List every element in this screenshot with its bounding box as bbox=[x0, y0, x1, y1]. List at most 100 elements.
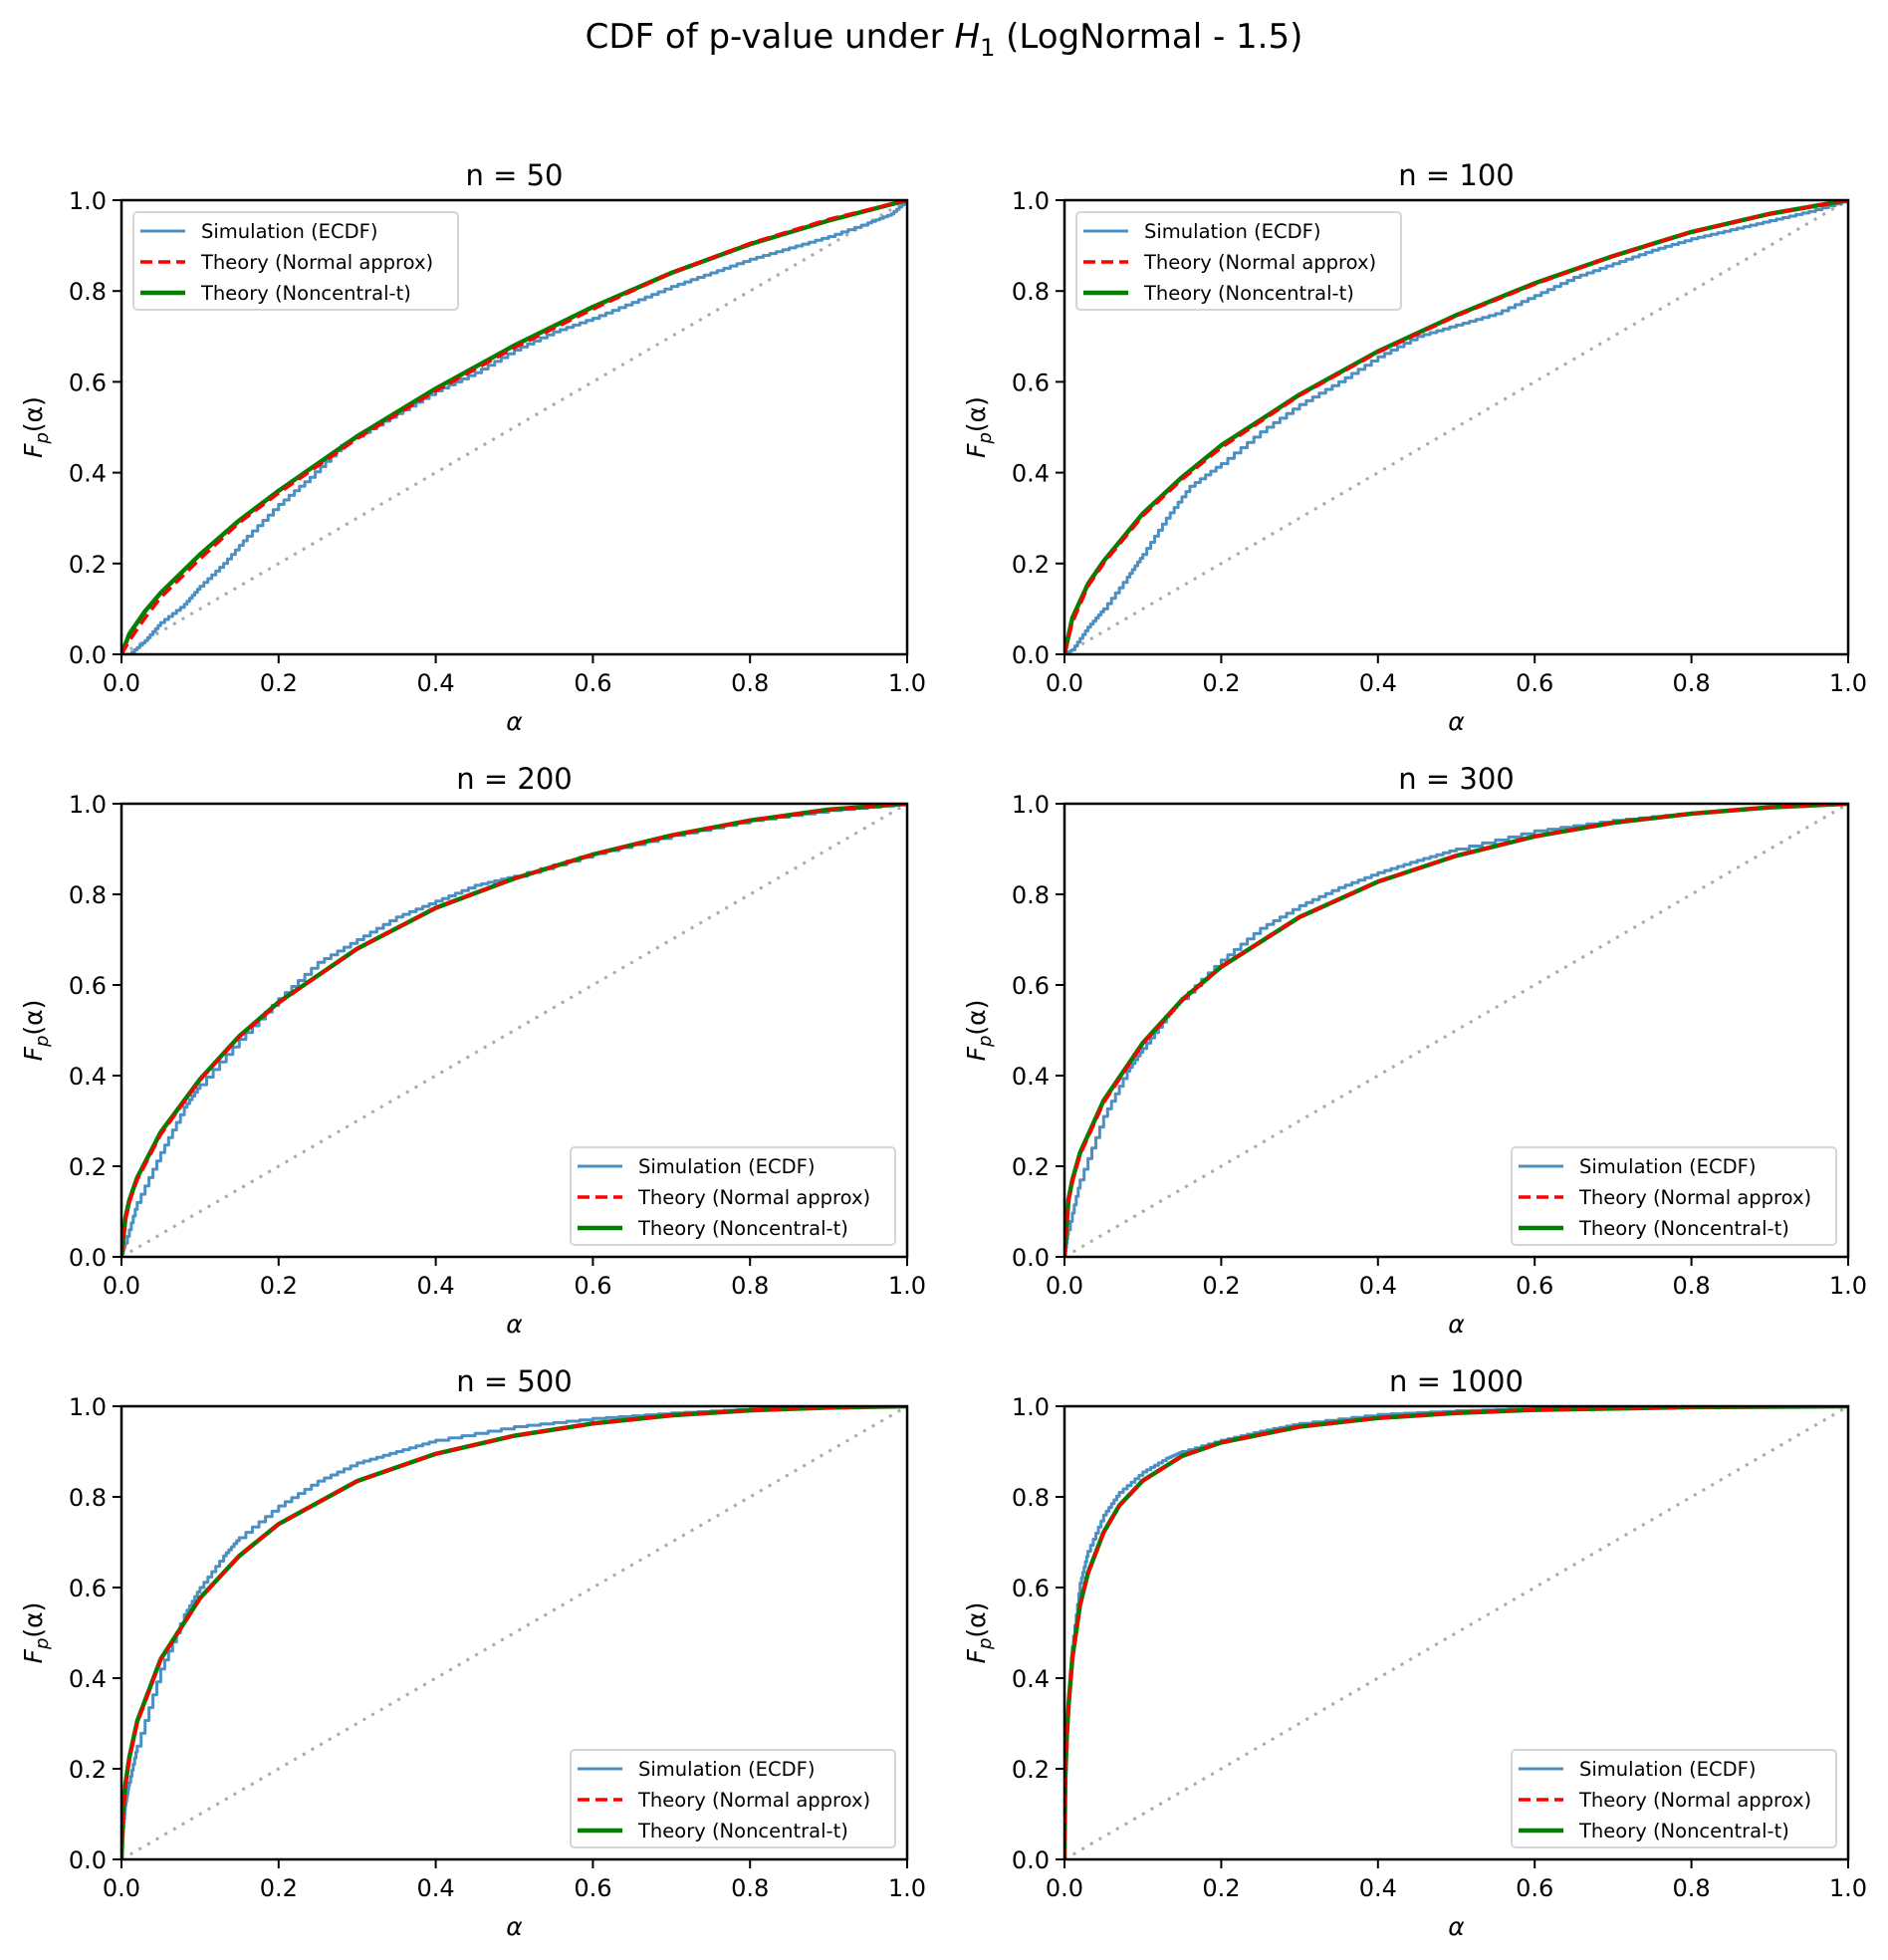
figure-title-subscript: 1 bbox=[980, 34, 995, 62]
y-tick-label: 1.0 bbox=[69, 791, 107, 819]
legend-label: Simulation (ECDF) bbox=[638, 1758, 815, 1781]
axes-frame bbox=[1062, 802, 1850, 1259]
y-tick-label: 0.4 bbox=[1012, 1665, 1050, 1693]
y-tick-label: 0.6 bbox=[69, 1575, 107, 1602]
legend-box bbox=[1511, 1146, 1837, 1246]
x-tick-label: 0.4 bbox=[417, 1272, 455, 1300]
y-tick-label: 0.2 bbox=[1012, 1153, 1050, 1181]
legend-box bbox=[570, 1146, 896, 1246]
legend-label: Simulation (ECDF) bbox=[1579, 1155, 1756, 1178]
legend-label: Theory (Noncentral-t) bbox=[1143, 282, 1354, 305]
legend: Simulation (ECDF) Theory (Normal approx) T… bbox=[132, 211, 459, 311]
y-tick-label: 0.6 bbox=[1012, 972, 1050, 1000]
axes-frame bbox=[119, 802, 909, 1259]
legend: Simulation (ECDF) Theory (Normal approx) T… bbox=[570, 1749, 896, 1848]
y-axis-label-subscript: p bbox=[32, 1036, 53, 1048]
x-axis-label: α bbox=[1448, 707, 1465, 736]
legend-label: Theory (Normal approx) bbox=[1578, 1186, 1811, 1209]
y-tick-label: 0.2 bbox=[69, 1756, 107, 1784]
normal-approx-line bbox=[121, 1406, 907, 1859]
x-tick-label: 1.0 bbox=[888, 669, 926, 697]
subplot-4: 0.0 0.2 0.4 0.6 0.8 1.0 0.0 0.2 0.4 0.6 0.8 1.0 n = … bbox=[962, 762, 1867, 1339]
y-tick-label: 0.6 bbox=[69, 368, 107, 396]
legend-label: Theory (Noncentral-t) bbox=[637, 1820, 848, 1842]
legend-label: Theory (Noncentral-t) bbox=[200, 282, 411, 305]
x-axis-label: α bbox=[506, 707, 523, 736]
subplot-6: 0.0 0.2 0.4 0.6 0.8 1.0 0.0 0.2 0.4 0.6 0.8 1.0 n = … bbox=[962, 1364, 1867, 1941]
x-tick-label: 1.0 bbox=[888, 1874, 926, 1902]
x-axis-label: α bbox=[1448, 1912, 1465, 1941]
subplot-title: n = 200 bbox=[456, 762, 572, 796]
simulation-line bbox=[121, 200, 907, 654]
normal-approx-line bbox=[1064, 804, 1848, 1257]
y-axis-label-rest: (α) bbox=[19, 1000, 48, 1036]
y-tick-label: 0.6 bbox=[1012, 1575, 1050, 1602]
x-tick-label: 0.6 bbox=[1516, 669, 1553, 697]
y-axis-label: Fp(α) bbox=[19, 396, 53, 458]
y-tick-label: 0.4 bbox=[69, 1063, 107, 1091]
x-tick-label: 0.8 bbox=[731, 1874, 769, 1902]
series-group bbox=[1064, 1406, 1848, 1859]
legend-box bbox=[132, 211, 459, 311]
legend-label: Theory (Noncentral-t) bbox=[1578, 1820, 1789, 1842]
legend-label: Simulation (ECDF) bbox=[1144, 220, 1320, 243]
reference-diagonal-line bbox=[121, 1406, 907, 1859]
figure-title-math: H bbox=[954, 17, 980, 57]
y-tick-label: 0.6 bbox=[69, 972, 107, 1000]
x-tick-label: 0.6 bbox=[1516, 1272, 1553, 1300]
series-group bbox=[121, 804, 907, 1257]
legend: Simulation (ECDF) Theory (Normal approx) T… bbox=[1511, 1749, 1837, 1848]
y-tick-label: 1.0 bbox=[69, 187, 107, 215]
y-tick-label: 0.8 bbox=[69, 1484, 107, 1512]
y-tick-label: 0.2 bbox=[1012, 551, 1050, 579]
y-tick-label: 1.0 bbox=[1012, 791, 1050, 819]
y-axis-label-rest: (α) bbox=[962, 1602, 991, 1638]
y-tick-label: 0.6 bbox=[1012, 368, 1050, 396]
y-tick-label: 0.2 bbox=[69, 1153, 107, 1181]
normal-approx-line bbox=[121, 804, 907, 1257]
y-axis-label-rest: (α) bbox=[19, 1602, 48, 1638]
x-tick-label: 0.0 bbox=[103, 669, 140, 697]
y-tick-label: 0.4 bbox=[1012, 1063, 1050, 1091]
normal-approx-line bbox=[1064, 1406, 1848, 1859]
reference-diagonal-line bbox=[121, 200, 907, 654]
y-tick-label: 0.0 bbox=[69, 1846, 107, 1874]
reference-diagonal-line bbox=[121, 804, 907, 1257]
axes-frame bbox=[119, 198, 909, 656]
x-tick-label: 0.6 bbox=[574, 1874, 611, 1902]
y-axis-label-subscript: p bbox=[32, 1638, 53, 1650]
series-group bbox=[1064, 200, 1848, 654]
y-axis-label-rest: (α) bbox=[962, 396, 991, 432]
x-tick-label: 0.2 bbox=[260, 1874, 298, 1902]
y-axis-label: Fp(α) bbox=[962, 1602, 996, 1664]
y-tick-label: 1.0 bbox=[69, 1393, 107, 1421]
x-tick-label: 0.0 bbox=[1046, 669, 1083, 697]
y-tick-label: 0.2 bbox=[69, 551, 107, 579]
x-tick-label: 1.0 bbox=[1829, 1272, 1867, 1300]
legend-label: Theory (Normal approx) bbox=[637, 1186, 870, 1209]
legend-label: Simulation (ECDF) bbox=[638, 1155, 815, 1178]
y-axis-label-rest: (α) bbox=[962, 1000, 991, 1036]
x-tick-label: 0.0 bbox=[1046, 1272, 1083, 1300]
subplot-title: n = 500 bbox=[456, 1364, 572, 1398]
y-axis-label-rest: (α) bbox=[19, 396, 48, 432]
noncentral-t-line bbox=[121, 200, 907, 654]
x-tick-label: 0.2 bbox=[1202, 1874, 1240, 1902]
x-tick-label: 0.4 bbox=[417, 669, 455, 697]
x-tick-label: 0.8 bbox=[1673, 1874, 1711, 1902]
x-tick-label: 1.0 bbox=[1829, 1874, 1867, 1902]
x-tick-label: 0.8 bbox=[731, 669, 769, 697]
series-group bbox=[1064, 804, 1848, 1257]
legend-label: Theory (Normal approx) bbox=[1578, 1789, 1811, 1812]
axes-frame bbox=[119, 1404, 909, 1861]
x-tick-label: 0.0 bbox=[103, 1272, 140, 1300]
y-tick-label: 1.0 bbox=[1012, 187, 1050, 215]
legend-box bbox=[570, 1749, 896, 1848]
x-tick-label: 0.4 bbox=[1359, 1272, 1397, 1300]
subplot-2: 0.0 0.2 0.4 0.6 0.8 1.0 0.0 0.2 0.4 0.6 0.8 1.0 n = … bbox=[962, 158, 1867, 736]
y-axis-label-subscript: p bbox=[975, 1638, 996, 1650]
y-tick-label: 0.8 bbox=[69, 881, 107, 909]
figure-title-suffix: (LogNormal - 1.5) bbox=[995, 17, 1302, 57]
x-tick-label: 0.8 bbox=[1673, 669, 1711, 697]
